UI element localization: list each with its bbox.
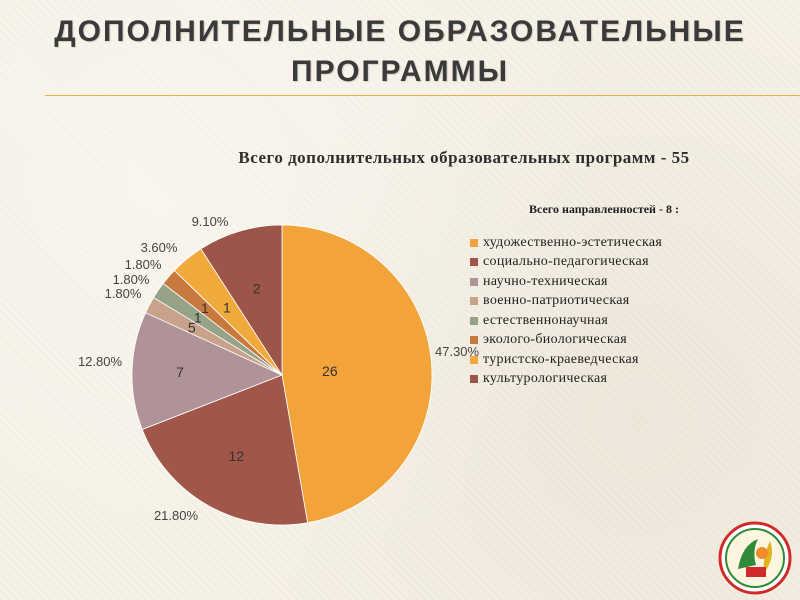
pie-slice (131, 312, 284, 430)
legend-item: культурологическая (470, 370, 662, 390)
pie-value-label: 1 (201, 300, 209, 316)
pie-percent-label: 1.80% (105, 286, 142, 301)
slide-title-line1: ДОПОЛНИТЕЛЬНЫЕ ОБРАЗОВАТЕЛЬНЫЕ (54, 15, 746, 48)
slide-title-line2: ПРОГРАММЫ (291, 55, 509, 88)
pie-slices (131, 224, 433, 526)
slide-title: ДОПОЛНИТЕЛЬНЫЕ ОБРАЗОВАТЕЛЬНЫЕ ПРОГРАММЫ (0, 12, 800, 92)
legend-item: научно-техническая (470, 272, 662, 292)
legend-label: естественнонаучная (483, 312, 609, 328)
chart-legend: художественно-эстетическая социально-педа… (470, 233, 662, 389)
pie-percent-label: 1.80% (113, 272, 150, 287)
pie-value-label: 5 (188, 319, 196, 335)
legend-swatch (470, 375, 478, 384)
pie-percent-label: 12.80% (78, 354, 123, 369)
pie-percent-label: 3.60% (141, 240, 178, 255)
legend-swatch (470, 238, 478, 247)
school-emblem-icon (718, 521, 792, 595)
legend-swatch (470, 258, 478, 267)
pie-percent-label: 9.10% (192, 214, 229, 229)
legend-item: туристско-краеведческая (470, 350, 662, 370)
legend-item: художественно-эстетическая (470, 233, 662, 253)
pie-slice (281, 224, 433, 524)
legend-swatch (470, 316, 478, 325)
legend-item: военно-патриотическая (470, 292, 662, 312)
pie-value-label: 12 (228, 448, 244, 464)
pie-percent-label: 1.80% (125, 257, 162, 272)
legend-swatch (470, 355, 478, 364)
legend-label: эколого-биологическая (483, 332, 627, 348)
legend-item: социально-педагогическая (470, 253, 662, 273)
legend-swatch (470, 297, 478, 306)
legend-label: туристско-краеведческая (483, 351, 639, 367)
legend-label: художественно-эстетическая (483, 234, 663, 250)
pie-value-label: 2 (253, 281, 261, 297)
pie-value-label: 1 (194, 309, 202, 325)
legend-swatch (470, 336, 478, 345)
legend-item: эколого-биологическая (470, 331, 662, 351)
pie-percent-label: 47.30% (435, 344, 480, 359)
legend-label: культурологическая (483, 371, 608, 387)
chart-title: Всего дополнительных образовательных про… (238, 148, 690, 167)
legend-label: социально-педагогическая (483, 254, 649, 270)
legend-swatch (470, 277, 478, 286)
title-divider (45, 95, 800, 96)
pie-value-label: 7 (176, 364, 184, 380)
pie-slice (200, 224, 283, 377)
pie-value-label: 26 (322, 363, 338, 379)
pie-slice (141, 374, 309, 526)
legend-label: военно-патриотическая (483, 293, 630, 309)
legend-title: Всего направленностей - 8 : (529, 202, 679, 216)
legend-item: естественнонаучная (470, 311, 662, 331)
legend-label: научно-техническая (483, 273, 608, 289)
pie-outer-labels: 47.30%21.80%12.80%1.80%1.80%1.80%3.60%9.… (78, 214, 480, 523)
pie-percent-label: 21.80% (154, 508, 199, 523)
pie-value-label: 1 (223, 300, 231, 316)
